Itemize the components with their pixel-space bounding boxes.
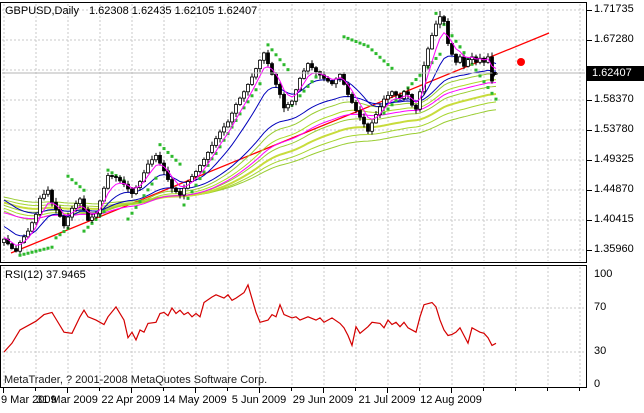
- candlestick-chart-canvas[interactable]: [1, 3, 586, 262]
- time-axis-tick: [99, 388, 100, 391]
- price-axis-label: 1.71735: [594, 3, 634, 15]
- time-axis-label: 31 Mar 2009: [36, 394, 98, 406]
- time-axis-tick: [163, 388, 164, 391]
- time-axis-tick: [515, 388, 516, 391]
- price-axis-label: 1.49325: [594, 153, 634, 165]
- chart-title: GBPUSD,Daily 1.62308 1.62435 1.62105 1.62…: [5, 5, 257, 17]
- price-axis-tick: [587, 250, 592, 251]
- price-axis-tick: [587, 40, 592, 41]
- price-axis-tick: [587, 100, 592, 101]
- time-axis-tick: [195, 388, 196, 393]
- price-axis-tick: [587, 10, 592, 11]
- symbol-period-label: GBPUSD,Daily: [5, 5, 79, 17]
- time-axis-tick: [579, 388, 580, 391]
- price-axis[interactable]: 1.62407 1.71735 1.67280 1.58370 1.53780 1.49…: [587, 0, 644, 413]
- time-axis-label: 9 Mar 2009: [1, 394, 57, 406]
- rsi-axis-label: 70: [594, 301, 607, 313]
- rsi-axis-label: 100: [594, 268, 613, 280]
- rsi-indicator-label: RSI(12) 37.9465: [5, 269, 86, 281]
- rsi-indicator-panel[interactable]: RSI(12) 37.9465 MetaTrader, ? 2001-2008 …: [0, 265, 587, 388]
- current-price-badge: 1.62407: [587, 66, 644, 81]
- rsi-axis-label: 0: [594, 378, 601, 390]
- price-axis-label: 1.53780: [594, 123, 634, 135]
- price-axis-tick: [587, 190, 592, 191]
- ohlc-values: 1.62308 1.62435 1.62105 1.62407: [88, 5, 258, 17]
- time-axis-tick: [451, 388, 452, 393]
- time-axis-tick: [67, 388, 68, 393]
- price-axis-tick: [587, 220, 592, 221]
- rsi-axis-label: 30: [594, 345, 607, 357]
- time-axis-label: 14 May 2009: [163, 394, 227, 406]
- time-axis-tick: [291, 388, 292, 391]
- price-axis-label: 1.58370: [594, 93, 634, 105]
- time-axis-tick: [323, 388, 324, 393]
- time-axis-tick: [259, 388, 260, 393]
- price-axis-label: 1.44870: [594, 183, 634, 195]
- time-axis-tick: [547, 388, 548, 391]
- price-axis-tick: [587, 160, 592, 161]
- time-axis-tick: [3, 388, 4, 393]
- price-axis-label: 1.67280: [594, 33, 634, 45]
- rsi-chart-canvas[interactable]: [1, 266, 586, 387]
- price-axis-label: 1.35960: [594, 243, 634, 255]
- panel-splitter[interactable]: [0, 263, 587, 265]
- time-axis-tick: [35, 388, 36, 391]
- copyright-text: MetaTrader, ? 2001-2008 MetaQuotes Softw…: [4, 374, 268, 386]
- time-axis-tick: [227, 388, 228, 391]
- time-axis-label: 22 Apr 2009: [101, 394, 161, 406]
- price-axis-label: 1.40415: [594, 213, 634, 225]
- time-axis-label: 12 Aug 2009: [420, 394, 482, 406]
- time-axis-label: 5 Jun 2009: [231, 394, 287, 406]
- price-axis-tick: [587, 130, 592, 131]
- time-axis-label: 21 Jul 2009: [358, 394, 416, 406]
- time-axis-tick: [131, 388, 132, 393]
- time-axis-tick: [419, 388, 420, 391]
- time-axis-tick: [483, 388, 484, 391]
- time-axis-tick: [387, 388, 388, 393]
- time-axis-tick: [355, 388, 356, 391]
- time-axis[interactable]: 9 Mar 2009 31 Mar 2009 22 Apr 2009 14 May 2…: [0, 388, 587, 413]
- price-chart-panel[interactable]: GBPUSD,Daily 1.62308 1.62435 1.62105 1.62…: [0, 2, 587, 263]
- time-axis-label: 29 Jun 2009: [292, 394, 354, 406]
